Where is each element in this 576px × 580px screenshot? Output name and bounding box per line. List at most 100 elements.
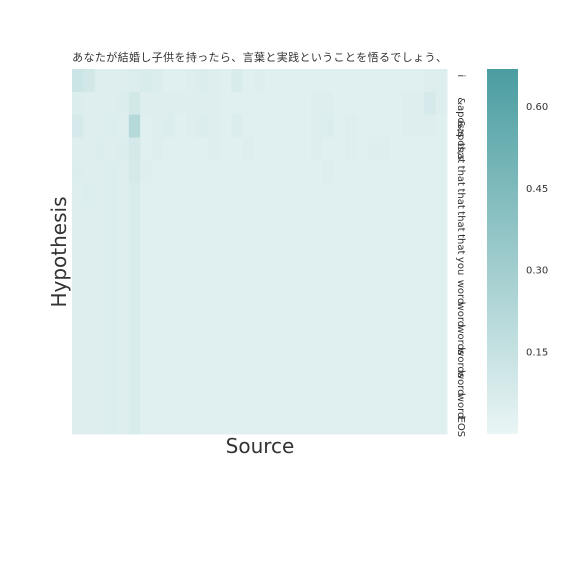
heatmap-cell [378, 91, 391, 116]
heatmap-cell [299, 137, 312, 161]
heatmap-cell [356, 297, 368, 321]
heatmap-cell [299, 411, 312, 435]
heatmap-cell [265, 251, 278, 275]
heatmap-cell [151, 365, 164, 389]
x-tick-label: が [106, 50, 117, 64]
colorbar-tick-label: 0.30 [526, 266, 548, 277]
colorbar-tick-label: 0.60 [526, 102, 548, 113]
y-tick-label: word [455, 371, 466, 396]
heatmap-cell [390, 388, 403, 412]
heatmap-cell [265, 205, 278, 230]
heatmap-cell [219, 319, 232, 344]
heatmap-cell [287, 251, 300, 275]
heatmap-cell [367, 274, 380, 298]
heatmap-cell [83, 69, 96, 93]
y-tick-label: that [455, 234, 466, 254]
heatmap-cell [174, 137, 187, 161]
heatmap-cell [299, 183, 312, 207]
heatmap-cell [412, 365, 425, 389]
heatmap-cell [344, 91, 357, 116]
heatmap-cell [231, 251, 243, 275]
heatmap-cell [83, 183, 96, 207]
heatmap-cell [356, 274, 368, 298]
heatmap-cell [208, 183, 221, 207]
heatmap-cell [412, 91, 425, 116]
heatmap-cell [174, 114, 187, 138]
heatmap-cell [401, 91, 414, 116]
heatmap-cell [253, 205, 266, 230]
heatmap-cell [356, 114, 368, 138]
heatmap-cell [299, 69, 312, 93]
heatmap-cell [299, 228, 312, 252]
heatmap-cell [390, 228, 403, 252]
heatmap-cell [435, 274, 448, 298]
heatmap-cell [197, 274, 209, 298]
heatmap-cell [72, 319, 84, 344]
heatmap-cell [174, 160, 187, 184]
heatmap-cell [117, 388, 130, 412]
heatmap-cell [424, 69, 437, 93]
x-tick-label: う [322, 51, 333, 64]
x-tick-label: ら [220, 51, 231, 64]
x-tick-label: し [140, 51, 151, 64]
heatmap-cell [265, 228, 278, 252]
heatmap-cell [242, 411, 255, 435]
heatmap-cell [435, 388, 448, 412]
heatmap-cell [128, 251, 141, 275]
heatmap-cell [197, 160, 209, 184]
heatmap-cell [378, 411, 391, 435]
heatmap-cell [94, 297, 107, 321]
heatmap-cell [424, 388, 437, 412]
heatmap-cell [378, 319, 391, 344]
heatmap-cell [310, 160, 323, 184]
x-tick-label: う [424, 51, 435, 64]
heatmap-cell [276, 251, 289, 275]
heatmap-cell [412, 388, 425, 412]
heatmap-cell [299, 160, 312, 184]
heatmap-cell [390, 114, 403, 138]
heatmap-cell [83, 251, 96, 275]
heatmap-cell [310, 228, 323, 252]
heatmap-cell [265, 114, 278, 138]
heatmap-cell [72, 297, 84, 321]
y-tick-label: word [455, 394, 466, 419]
heatmap-cell [174, 342, 187, 367]
heatmap-cell [140, 160, 153, 184]
heatmap-cell [378, 160, 391, 184]
heatmap-cell [128, 319, 141, 344]
heatmap-cell [299, 251, 312, 275]
x-tick-label: ょ [413, 51, 424, 64]
heatmap-cell [310, 365, 323, 389]
heatmap-cell [242, 388, 255, 412]
heatmap-cell [322, 228, 334, 252]
heatmap-cell [72, 91, 84, 116]
y-tick-label: you [455, 257, 466, 275]
x-tick-label: と [265, 51, 276, 64]
heatmap-cell [197, 137, 209, 161]
heatmap-cell [128, 91, 141, 116]
heatmap-cell [424, 205, 437, 230]
heatmap-cell [83, 160, 96, 184]
heatmap-cell [412, 228, 425, 252]
y-tick-label: that [455, 143, 466, 163]
heatmap-cell [310, 342, 323, 367]
heatmap-cell [151, 411, 164, 435]
heatmap-cell [151, 205, 164, 230]
heatmap-cell [322, 114, 334, 138]
heatmap-cell [83, 411, 96, 435]
heatmap-cell [219, 365, 232, 389]
heatmap-cell [117, 160, 130, 184]
heatmap-cell [424, 114, 437, 138]
heatmap-cell [128, 137, 141, 161]
heatmap-cell [72, 205, 84, 230]
x-tick-label: と [299, 51, 310, 64]
heatmap-cell [412, 114, 425, 138]
heatmap-cell [287, 411, 300, 435]
heatmap-cell [401, 228, 414, 252]
heatmap-cell [401, 114, 414, 138]
heatmap-cell [242, 137, 255, 161]
heatmap-cell [253, 137, 266, 161]
heatmap-cell [94, 69, 107, 93]
heatmap-cell [231, 319, 243, 344]
